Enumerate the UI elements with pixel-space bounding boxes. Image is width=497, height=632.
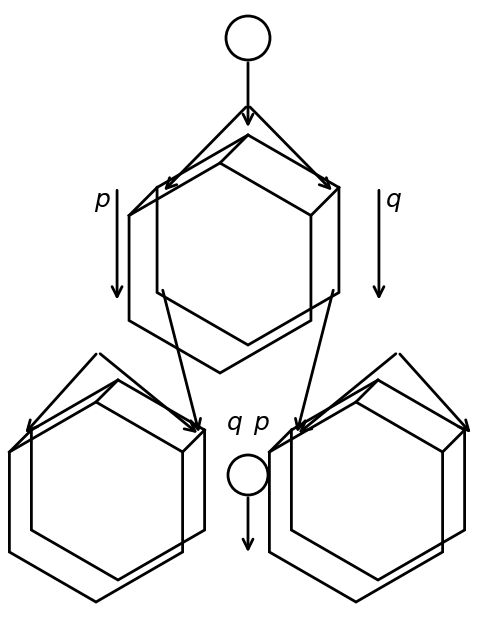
Text: $p$: $p$ [93, 190, 110, 214]
Text: $p$: $p$ [253, 413, 270, 437]
Text: $q$: $q$ [386, 190, 403, 214]
Text: $q$: $q$ [226, 413, 243, 437]
